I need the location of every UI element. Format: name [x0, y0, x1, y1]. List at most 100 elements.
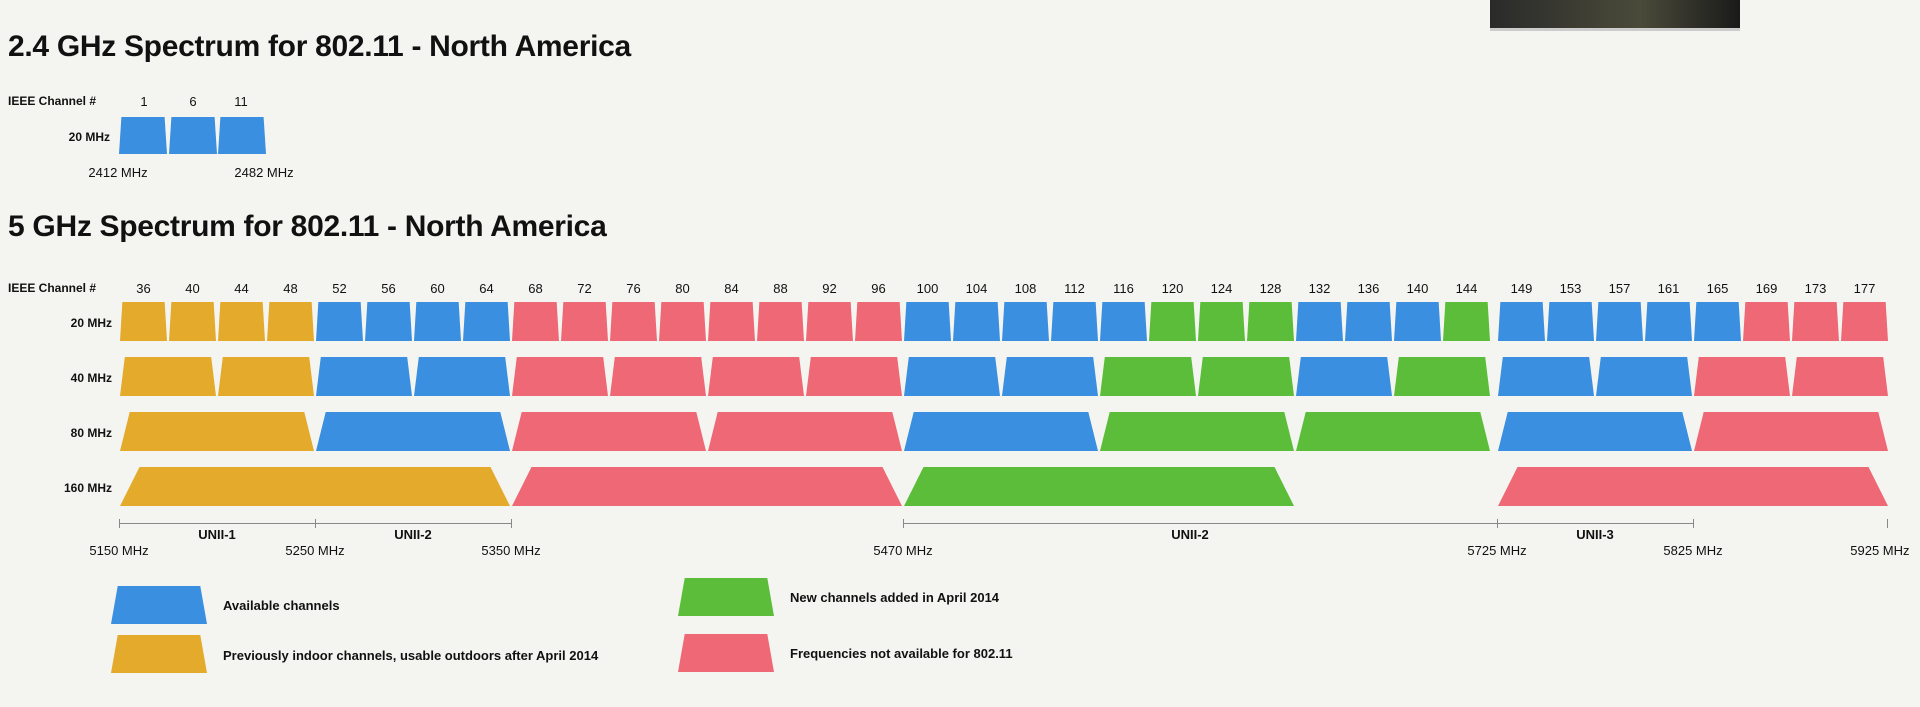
channel-block-20mhz: [1443, 302, 1490, 341]
channel-number: 104: [965, 281, 988, 296]
channel-block-40mhz: [120, 357, 216, 396]
band-name: UNII-3: [1576, 527, 1614, 542]
channel-block-20mhz: [904, 302, 951, 341]
channel-number: 6: [189, 94, 197, 109]
channel-block-20mhz: [757, 302, 804, 341]
channel-number: 88: [773, 281, 788, 296]
channel-block-20mhz: [316, 302, 363, 341]
axis-tick: [315, 519, 316, 528]
channel-block-20mhz: [806, 302, 853, 341]
freq-label: 5725 MHz: [1467, 543, 1527, 558]
channel-block-20mhz: [512, 302, 559, 341]
channel-block-40mhz: [1498, 357, 1594, 396]
row-label-40mhz: 40 MHz: [70, 371, 112, 385]
legend-swatch-na: [678, 634, 774, 672]
axis-tick: [1693, 519, 1694, 528]
channel-block: [119, 117, 167, 154]
freq-label: 5925 MHz: [1850, 543, 1910, 558]
channel-number: 132: [1308, 281, 1331, 296]
channel-block-40mhz: [904, 357, 1000, 396]
band-name: UNII-2: [1171, 527, 1209, 542]
channel-block-20mhz: [463, 302, 510, 341]
row-label-160mhz: 160 MHz: [63, 481, 112, 495]
band-name: UNII-1: [198, 527, 236, 542]
channel-number: 76: [626, 281, 641, 296]
channel-block-40mhz: [1198, 357, 1294, 396]
channel-block-20mhz: [610, 302, 657, 341]
channel-block-40mhz: [218, 357, 314, 396]
channel-number: 136: [1357, 281, 1380, 296]
axis-tick: [903, 519, 904, 528]
legend-swatch-indoor: [111, 635, 207, 673]
channel-block-160mhz: [904, 467, 1294, 506]
channel-block-20mhz: [659, 302, 706, 341]
legend-indoor: Previously indoor channels, usable outdo…: [223, 648, 599, 663]
channel-number: 56: [381, 281, 396, 296]
channel-block-20mhz: [267, 302, 314, 341]
channel-block-40mhz: [1002, 357, 1098, 396]
channel-block-20mhz: [1498, 302, 1545, 341]
channel-block-40mhz: [1596, 357, 1692, 396]
channel-number: 153: [1559, 281, 1582, 296]
channel-block-80mhz: [1296, 412, 1490, 451]
channel-number: 169: [1755, 281, 1778, 296]
channel-block-160mhz: [120, 467, 510, 506]
band-line: [1497, 523, 1693, 524]
axis-tick: [1497, 519, 1498, 528]
channel-number: 44: [234, 281, 249, 296]
channel-number: 1: [140, 94, 148, 109]
channel-block-80mhz: [120, 412, 314, 451]
axis-tick: [119, 519, 120, 528]
channel-block-20mhz: [1596, 302, 1643, 341]
channel-number: 157: [1608, 281, 1631, 296]
channel-block-20mhz: [1694, 302, 1741, 341]
channel-number: 108: [1014, 281, 1037, 296]
axis-tick: [511, 519, 512, 528]
channel-block-20mhz: [1100, 302, 1147, 341]
band-name: UNII-2: [394, 527, 432, 542]
channel-block-40mhz: [414, 357, 510, 396]
channel-block-20mhz: [365, 302, 412, 341]
channel-block-20mhz: [1394, 302, 1441, 341]
channel-block-80mhz: [1694, 412, 1888, 451]
channel-block-20mhz: [1743, 302, 1790, 341]
channel-number: 11: [234, 94, 248, 109]
channel-block-20mhz: [1149, 302, 1196, 341]
channel-block-40mhz: [512, 357, 608, 396]
row-label-80mhz: 80 MHz: [70, 426, 112, 440]
channel-number: 149: [1510, 281, 1533, 296]
channel-block-20mhz: [1051, 302, 1098, 341]
channel-block-40mhz: [806, 357, 902, 396]
legend-new: New channels added in April 2014: [790, 590, 1000, 605]
freq-label: 5470 MHz: [873, 543, 933, 558]
freq-label: 5350 MHz: [481, 543, 541, 558]
channel-number: 52: [332, 281, 347, 296]
freq-label: 2482 MHz: [234, 165, 294, 180]
channel-number: 140: [1406, 281, 1429, 296]
channel-block-20mhz: [1645, 302, 1692, 341]
freq-label: 5250 MHz: [285, 543, 345, 558]
channel-block-20mhz: [953, 302, 1000, 341]
title-5ghz: 5 GHz Spectrum for 802.11 - North Americ…: [8, 210, 607, 243]
channel-number: 48: [283, 281, 298, 296]
row-label-20mhz: 20 MHz: [70, 316, 112, 330]
legend-na: Frequencies not available for 802.11: [790, 646, 1013, 661]
channel-block-20mhz: [1296, 302, 1343, 341]
channel-number: 40: [185, 281, 200, 296]
ieee-channel-label-24: IEEE Channel #: [8, 94, 97, 108]
channel-number: 100: [916, 281, 939, 296]
channel-number: 165: [1706, 281, 1729, 296]
band-line: [903, 523, 1497, 524]
channel-block-20mhz: [1002, 302, 1049, 341]
channel-block-80mhz: [904, 412, 1098, 451]
channel-block-20mhz: [169, 302, 216, 341]
presenter-webcam-overlay: [1490, 0, 1740, 31]
channel-block-40mhz: [1100, 357, 1196, 396]
channel-block-20mhz: [414, 302, 461, 341]
channel-block-20mhz: [1198, 302, 1245, 341]
channel-block-20mhz: [1247, 302, 1294, 341]
legend-available: Available channels: [223, 598, 340, 613]
channel-block-80mhz: [708, 412, 902, 451]
legend-swatch-new: [678, 578, 774, 616]
channel-number: 161: [1657, 281, 1680, 296]
